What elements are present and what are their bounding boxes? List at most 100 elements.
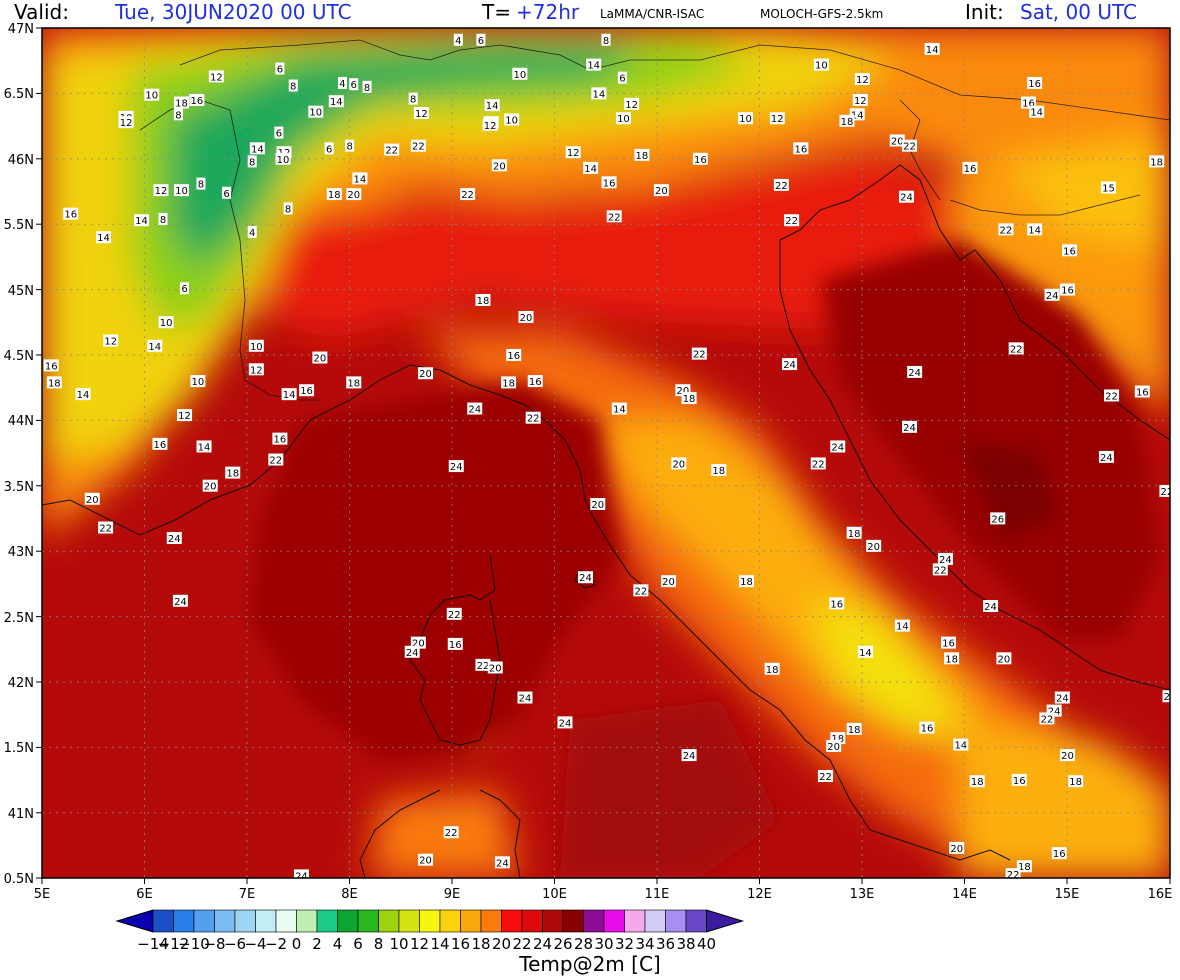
contour-label-box	[404, 645, 420, 658]
contour-label-box	[1016, 860, 1032, 873]
contour-label-box	[793, 142, 809, 155]
contour-label: 16	[507, 351, 520, 362]
contour-label-box	[312, 351, 328, 364]
colorbar-tick-label: 14	[430, 935, 449, 953]
contour-label: 20	[520, 313, 533, 324]
contour-label: 22	[934, 565, 947, 576]
contour-label-box	[769, 112, 785, 125]
lon-label: 11E	[645, 887, 670, 902]
contour-label-box	[902, 139, 918, 152]
contour-label: 10	[617, 114, 630, 125]
contour-label-box	[272, 432, 288, 445]
contour-label: 8	[198, 180, 204, 191]
colorbar-swatch	[234, 909, 256, 933]
contour-label: 24	[519, 694, 532, 705]
contour-label: 4	[455, 36, 461, 47]
colorbar-swatch	[173, 909, 195, 933]
colorbar-title: Temp@2m [C]	[519, 952, 661, 976]
contour-label-box	[504, 113, 520, 126]
contour-label-box	[517, 691, 533, 704]
contour-label: 16	[529, 377, 542, 388]
contour-label-box	[460, 188, 476, 201]
contour-label-box	[484, 99, 500, 112]
contour-label: 20	[347, 190, 360, 201]
contour-label-box	[248, 339, 264, 352]
colorbar: −14−12−10−8−6−4−2 0 2 4 6 8 10 12 14 16 18 20 22 24 26…	[115, 909, 745, 953]
colorbar-tick-label: 22	[512, 935, 531, 953]
contour-label: 18	[48, 378, 61, 389]
contour-label: 10	[175, 186, 188, 197]
contour-label-box	[583, 161, 599, 174]
contour-label-box	[1059, 283, 1075, 296]
colorbar-tick-label: 4	[333, 935, 343, 953]
contour-label: 24	[174, 597, 187, 608]
contour-label: 18	[1018, 862, 1031, 873]
contour-label: 15	[1102, 184, 1115, 195]
contour-label: 24	[406, 648, 419, 659]
contour-label-box	[189, 93, 205, 106]
colorbar-swatch	[562, 909, 584, 933]
valid-value: Tue, 30JUN2020 00 UTC	[115, 0, 352, 24]
colorbar-tick-label: 18	[471, 935, 490, 953]
contour-label: 10	[513, 70, 526, 81]
contour-label: 24	[295, 871, 308, 882]
colorbar-swatch	[378, 909, 400, 933]
contour-label-box	[293, 869, 309, 878]
contour-label-box	[817, 770, 833, 782]
contour-label-box	[996, 652, 1012, 665]
contour-label: 16	[942, 639, 955, 650]
contour-label: 4	[339, 79, 345, 90]
lead-label: T=	[482, 0, 511, 24]
contour-label: 12	[415, 109, 428, 120]
contour-label-box	[153, 184, 169, 197]
contour-label: 14	[354, 174, 367, 185]
contour-label: 14	[613, 405, 626, 416]
lon-label: 8E	[341, 887, 358, 902]
contour-label: 24	[559, 718, 572, 729]
contour-label: 8	[364, 83, 370, 94]
contour-label-box	[1104, 389, 1120, 402]
contour-label-box	[692, 152, 708, 165]
contour-label-box	[932, 563, 948, 576]
colorbar-tick-label: 30	[594, 935, 613, 953]
contour-label-box	[346, 376, 362, 389]
contour-label-box	[1068, 775, 1084, 788]
colorbar-tick-label: 8	[374, 935, 384, 953]
contour-label: 24	[900, 193, 913, 204]
contour-label: 22	[412, 142, 425, 153]
contour-label-box	[75, 388, 91, 401]
contour-label-box	[63, 207, 79, 220]
contour-label-box	[345, 139, 355, 152]
lon-label: 6E	[136, 887, 153, 902]
contour-label: 16	[45, 361, 58, 372]
lon-label: 15E	[1055, 887, 1080, 902]
contour-label: 20	[891, 136, 904, 147]
colorbar-tick-label: −6	[224, 935, 246, 953]
contour-label: 6	[223, 189, 229, 200]
contour-label: 24	[168, 534, 181, 545]
contour-label: 16	[1028, 79, 1041, 90]
lat-label: 6.5N	[4, 87, 34, 102]
contour-label-box	[281, 388, 297, 401]
colorbar-swatch	[357, 909, 379, 933]
contour-label-box	[475, 294, 491, 306]
contour-label-box	[990, 512, 1006, 525]
contour-label-box	[482, 118, 498, 131]
lon-label: 14E	[952, 887, 977, 902]
contour-label: 20	[662, 577, 675, 588]
contour-label-box	[866, 539, 882, 552]
colorbar-swatch	[644, 909, 666, 933]
contour-label-box	[43, 359, 59, 372]
contour-label-box	[889, 134, 905, 147]
contour-label: 24	[1056, 694, 1069, 705]
contour-label-box	[634, 148, 650, 161]
contour-label: 18	[683, 394, 696, 405]
contour-label: 24	[939, 555, 952, 566]
contour-label: 10	[160, 318, 173, 329]
contour-label: 10	[192, 377, 205, 388]
colorbar-tick-label: 24	[533, 935, 552, 953]
colorbar-swatch	[316, 909, 338, 933]
contour-label-box	[172, 594, 188, 607]
contour-label-box	[328, 95, 344, 108]
